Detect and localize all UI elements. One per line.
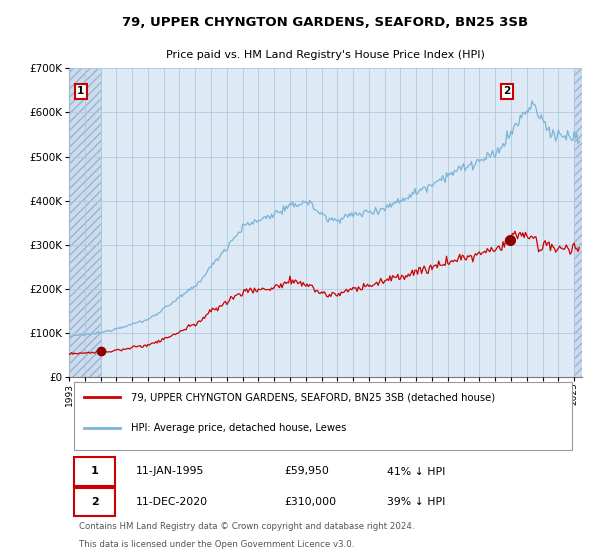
FancyBboxPatch shape [74,458,115,486]
FancyBboxPatch shape [74,488,115,516]
Text: Price paid vs. HM Land Registry's House Price Index (HPI): Price paid vs. HM Land Registry's House … [166,50,485,60]
Text: £310,000: £310,000 [284,497,337,507]
Text: 41% ↓ HPI: 41% ↓ HPI [387,466,445,477]
Text: This data is licensed under the Open Government Licence v3.0.: This data is licensed under the Open Gov… [79,540,355,549]
Text: 79, UPPER CHYNGTON GARDENS, SEAFORD, BN25 3SB (detached house): 79, UPPER CHYNGTON GARDENS, SEAFORD, BN2… [131,392,494,402]
Text: 2: 2 [91,497,98,507]
Text: 11-JAN-1995: 11-JAN-1995 [136,466,204,477]
Bar [574,68,584,377]
FancyBboxPatch shape [74,382,572,450]
Text: 1: 1 [91,466,98,477]
Text: Contains HM Land Registry data © Crown copyright and database right 2024.: Contains HM Land Registry data © Crown c… [79,522,415,531]
Text: 39% ↓ HPI: 39% ↓ HPI [387,497,445,507]
Text: 79, UPPER CHYNGTON GARDENS, SEAFORD, BN25 3SB: 79, UPPER CHYNGTON GARDENS, SEAFORD, BN2… [122,16,529,29]
Text: 2: 2 [503,86,511,96]
Text: 11-DEC-2020: 11-DEC-2020 [136,497,208,507]
Bar [69,68,101,377]
Text: £59,950: £59,950 [284,466,329,477]
Text: 1: 1 [77,86,85,96]
Text: HPI: Average price, detached house, Lewes: HPI: Average price, detached house, Lewe… [131,423,346,433]
